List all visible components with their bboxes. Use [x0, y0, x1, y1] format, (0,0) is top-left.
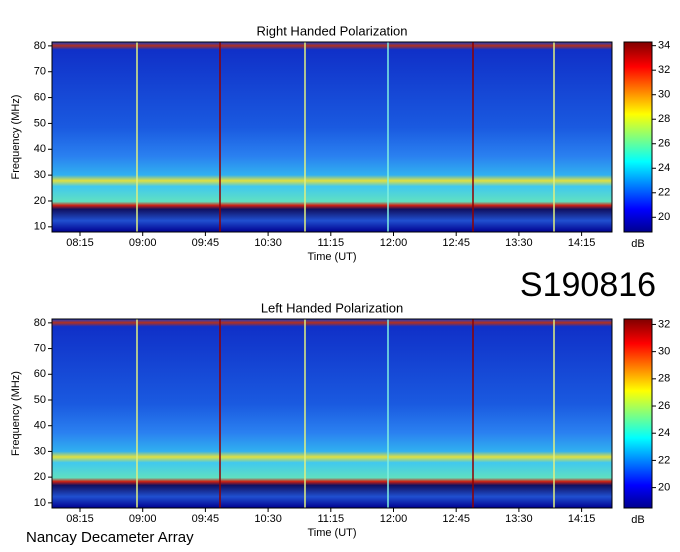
x-tick-label: 12:00	[380, 237, 408, 249]
x-tick-label: 13:30	[505, 513, 533, 525]
x-tick-label: 12:45	[442, 513, 470, 525]
x-tick-label: 12:00	[380, 513, 408, 525]
y-axis-label: Frequency (MHz)	[10, 95, 22, 180]
y-tick-label: 20	[34, 195, 46, 207]
colorbar-tick-label: 26	[658, 138, 670, 150]
y-tick-label: 40	[34, 420, 46, 432]
y-axis-label: Frequency (MHz)	[10, 371, 22, 456]
y-tick-label: 50	[34, 394, 46, 406]
x-tick-label: 09:00	[129, 237, 157, 249]
y-tick-label: 80	[34, 40, 46, 52]
colorbar	[623, 318, 653, 509]
plot-frame	[51, 41, 613, 233]
colorbar-tick-label: 26	[658, 400, 670, 412]
x-tick-label: 14:15	[568, 237, 596, 249]
y-tick-label: 20	[34, 471, 46, 483]
colorbar-tick-label: 24	[658, 427, 670, 439]
footer: Nancay Decameter Array	[26, 529, 194, 546]
colorbar-tick-label: 24	[658, 162, 670, 174]
x-tick-label: 10:30	[254, 513, 282, 525]
chart-title: Right Handed Polarization	[256, 23, 407, 38]
colorbar-label: dB	[631, 238, 644, 250]
colorbar-tick-label: 34	[658, 40, 670, 52]
colorbar-tick-label: 20	[658, 482, 670, 494]
y-tick-label: 70	[34, 342, 46, 354]
spectrogram	[52, 319, 612, 508]
x-tick-label: 10:30	[254, 237, 282, 249]
colorbar	[623, 41, 653, 233]
colorbar-tick-label: 28	[658, 373, 670, 385]
x-tick-label: 14:15	[568, 513, 596, 525]
y-tick-label: 40	[34, 143, 46, 155]
colorbar-tick-label: 30	[658, 346, 670, 358]
colorbar-tick-label: 22	[658, 454, 670, 466]
x-tick-label: 11:15	[317, 513, 344, 525]
plot-frame	[51, 318, 613, 509]
x-tick-label: 09:45	[192, 513, 220, 525]
chart-title: Left Handed Polarization	[261, 300, 403, 315]
y-tick-label: 30	[34, 445, 46, 457]
x-tick-label: 08:15	[66, 237, 94, 249]
y-tick-label: 10	[34, 221, 46, 233]
x-tick-label: 13:30	[505, 237, 533, 249]
y-tick-label: 10	[34, 497, 46, 509]
x-tick-label: 12:45	[442, 237, 470, 249]
spectrogram	[52, 42, 612, 232]
colorbar-tick-label: 28	[658, 113, 670, 125]
colorbar-tick-label: 32	[658, 64, 670, 76]
x-axis-label: Time (UT)	[307, 251, 356, 263]
x-tick-label: 11:15	[317, 237, 344, 249]
x-axis-label: Time (UT)	[307, 527, 356, 539]
x-tick-label: 09:45	[192, 237, 220, 249]
colorbar-label: dB	[631, 514, 644, 526]
y-tick-label: 60	[34, 368, 46, 380]
colorbar-tick-label: 22	[658, 187, 670, 199]
y-tick-label: 30	[34, 169, 46, 181]
colorbar-tick-label: 20	[658, 211, 670, 223]
x-tick-label: 08:15	[66, 513, 94, 525]
y-tick-label: 60	[34, 91, 46, 103]
x-tick-label: 09:00	[129, 513, 157, 525]
y-tick-label: 70	[34, 66, 46, 78]
y-tick-label: 80	[34, 317, 46, 329]
colorbar-tick-label: 32	[658, 318, 670, 330]
y-tick-label: 50	[34, 117, 46, 129]
event-label: S190816	[520, 266, 656, 304]
colorbar-tick-label: 30	[658, 89, 670, 101]
